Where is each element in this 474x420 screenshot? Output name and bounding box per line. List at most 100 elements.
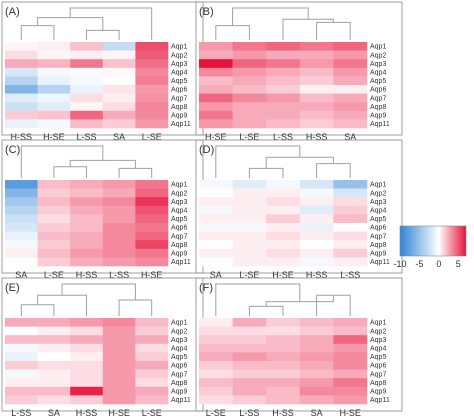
heatmap-cell (299, 85, 334, 94)
heatmap-cell (333, 67, 368, 77)
heatmap-cell (102, 378, 136, 388)
row-label: Aqp2 (370, 52, 386, 59)
heatmap-cell (37, 188, 71, 198)
heatmap-cell (5, 93, 38, 103)
heatmap-cell (102, 318, 136, 327)
heatmap-cell (266, 318, 301, 327)
panel-label: (B) (199, 6, 214, 18)
heatmap-cell (299, 231, 334, 241)
row-label: Aqp11 (171, 121, 191, 128)
heatmap-cell (333, 76, 368, 86)
heatmap-cell (266, 59, 301, 69)
heatmap-cell (266, 214, 301, 224)
heatmap-cell (102, 102, 136, 112)
row-label: Aqp9 (171, 113, 187, 120)
heatmap-cell (135, 188, 169, 198)
heatmap-cell (232, 59, 267, 69)
heatmap-cell (37, 395, 71, 405)
heatmap-cell (266, 197, 301, 207)
heatmap-cell (266, 369, 301, 379)
dendrogram-link (215, 145, 301, 178)
heatmap-cell (232, 231, 267, 241)
heatmap-cell (102, 369, 136, 379)
column-label: H-SS (306, 270, 328, 280)
heatmap-cell (135, 214, 169, 224)
heatmap-cell (299, 378, 334, 388)
heatmap-cell (37, 248, 71, 258)
heatmap-cell (199, 318, 233, 327)
heatmap-cell (266, 42, 301, 51)
legend-tick-label: 0 (436, 259, 441, 269)
heatmap-cell (232, 76, 267, 86)
heatmap-cell (135, 231, 169, 241)
heatmap-cell (232, 343, 267, 353)
heatmap-cell (333, 361, 368, 370)
heatmap-cell (70, 395, 104, 405)
heatmap-cell (37, 318, 71, 327)
dendrogram-link (232, 7, 309, 26)
heatmap-cell (266, 248, 301, 258)
heatmap-cell (102, 205, 136, 215)
heatmap-cell (299, 369, 334, 379)
heatmap-cell (135, 197, 169, 207)
heatmap-cell (102, 188, 136, 198)
color-legend: -10 -5 0 5 (393, 225, 467, 269)
row-label: Aqp1 (171, 320, 187, 327)
heatmap-cell (37, 42, 71, 51)
heatmap-cell (37, 205, 71, 215)
heatmap-cell (102, 352, 136, 362)
heatmap-cell (266, 67, 301, 77)
heatmap-cell (102, 50, 136, 60)
row-label: Aqp1 (370, 44, 386, 51)
row-label: Aqp6 (171, 225, 187, 232)
heatmap-cell (266, 102, 301, 112)
heatmap-cell (70, 240, 104, 250)
row-label: Aqp6 (171, 87, 187, 94)
row-label: Aqp7 (171, 233, 187, 240)
column-label: L-SE (206, 408, 226, 418)
heatmap-cell (135, 395, 169, 405)
heatmap-cell (299, 93, 334, 103)
heatmap-cell (102, 326, 136, 336)
heatmap-cell (266, 335, 301, 345)
heatmap-cell (333, 59, 368, 69)
heatmap-cell (299, 110, 334, 120)
heatmap-cell (5, 223, 38, 232)
heatmap-cell (232, 110, 267, 120)
heatmap-cell (5, 361, 38, 370)
heatmap-cell (232, 180, 267, 189)
heatmap-cell (102, 231, 136, 241)
row-label: Aqp3 (171, 337, 187, 344)
heatmap-cell (266, 352, 301, 362)
heatmap-cell (333, 248, 368, 258)
heatmap-cell (232, 188, 267, 198)
heatmap-cell (232, 386, 267, 396)
heatmap-cell (232, 378, 267, 388)
heatmap-cell (135, 248, 169, 258)
heatmap-cell (70, 361, 104, 370)
heatmap-cell (70, 197, 104, 207)
heatmap-cell (232, 257, 267, 267)
heatmap-cell (266, 395, 301, 405)
column-label: H-SS (76, 408, 98, 418)
heatmap-cell (70, 386, 104, 396)
heatmap-cell (299, 180, 334, 189)
heatmap-cell (102, 248, 136, 258)
heatmap-cell (266, 361, 301, 370)
heatmap-cell (135, 326, 169, 336)
heatmap-cell (102, 343, 136, 353)
heatmap-cell (266, 257, 301, 267)
heatmap-cell (102, 42, 136, 51)
heatmap-cell (70, 110, 104, 120)
row-label: Aqp5 (370, 354, 386, 361)
heatmap-cell (299, 386, 334, 396)
heatmap-cell (333, 386, 368, 396)
row-label: Aqp2 (171, 328, 187, 335)
column-label: L-SE (142, 132, 162, 142)
heatmap-cell (135, 42, 169, 51)
heatmap-cell (135, 361, 169, 370)
heatmap-cell (266, 85, 301, 94)
row-label: Aqp1 (370, 182, 386, 189)
heatmap-cell (70, 326, 104, 336)
